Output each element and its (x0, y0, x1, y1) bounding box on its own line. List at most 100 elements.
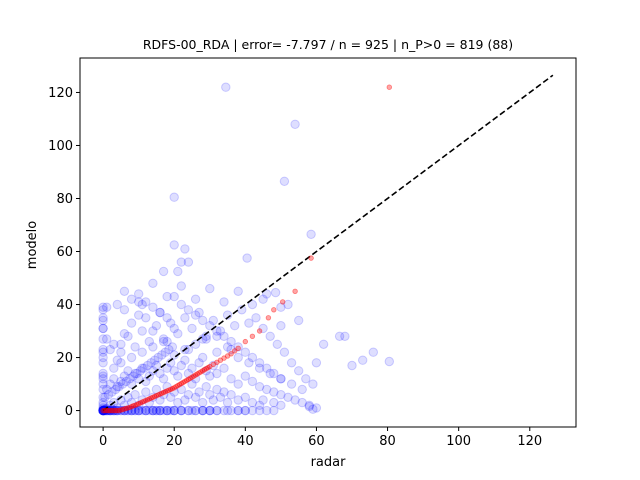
observation-point (308, 379, 318, 389)
observation-point (148, 405, 158, 416)
observation-point (169, 192, 179, 202)
observation-point (290, 119, 300, 130)
observation-point (221, 82, 231, 92)
observation-point (162, 363, 172, 373)
quantile-point (196, 370, 202, 376)
observation-point (187, 379, 197, 389)
observation-point (134, 310, 144, 320)
observation-point (98, 404, 108, 414)
observation-point (198, 405, 208, 416)
observation-point (98, 397, 108, 408)
quantile-point (148, 395, 154, 401)
observation-point (254, 382, 265, 392)
observation-point (240, 371, 251, 381)
observation-point (112, 355, 123, 365)
observation-point (162, 313, 172, 323)
observation-point (151, 360, 162, 371)
observation-point (98, 344, 108, 355)
quantile-point (132, 402, 138, 408)
observation-point (109, 363, 119, 373)
identity-line (102, 74, 554, 412)
observation-point (137, 363, 147, 373)
observation-point (105, 405, 115, 416)
observation-point (226, 336, 236, 347)
observation-point (155, 405, 165, 416)
observation-point (102, 302, 112, 312)
observation-point (212, 331, 222, 341)
observation-point (134, 400, 144, 410)
quantile-point (221, 355, 227, 361)
observation-point (109, 405, 119, 416)
observation-point (126, 405, 137, 416)
quantile-point (167, 386, 174, 393)
observation-point (123, 331, 133, 341)
y-tick-label: 0 (65, 404, 73, 419)
observation-point (118, 379, 128, 389)
observation-point (283, 392, 293, 402)
quantile-point (151, 393, 158, 400)
observation-point (126, 405, 137, 416)
observation-point (116, 358, 126, 368)
observation-point (233, 352, 243, 363)
observation-point (137, 405, 147, 416)
observation-point (139, 363, 149, 373)
observation-point (167, 342, 178, 352)
observation-point (219, 331, 229, 341)
observation-point (98, 313, 108, 323)
observation-point (254, 400, 265, 410)
observation-point (107, 387, 117, 397)
observation-point (270, 287, 281, 298)
observation-point (98, 400, 108, 410)
quantile-point (112, 407, 119, 414)
observation-point (134, 405, 144, 416)
observation-point (180, 313, 190, 323)
observation-point (144, 397, 155, 408)
observation-point (183, 368, 194, 379)
observation-point (130, 342, 140, 352)
observation-point (130, 405, 140, 416)
observation-point (166, 405, 176, 416)
observation-point (286, 379, 297, 389)
observation-point (98, 323, 108, 334)
observation-point (272, 339, 282, 349)
observation-point (269, 397, 279, 408)
observation-point (126, 405, 137, 416)
observation-point (226, 405, 236, 416)
quantile-point (271, 307, 277, 313)
x-axis-ticks: 0 20 40 60 80 100 120 (99, 427, 542, 449)
observation-point (102, 384, 112, 395)
observation-point (233, 379, 243, 389)
quantile-point (100, 407, 106, 414)
quantile-point (111, 407, 117, 414)
observation-point (311, 358, 322, 368)
observation-point (368, 347, 378, 357)
observation-point (134, 405, 144, 416)
observation-point (98, 323, 108, 334)
observation-point (276, 390, 286, 400)
observation-point (121, 376, 131, 387)
quantile-point (127, 404, 133, 411)
observation-point (173, 266, 183, 277)
observation-point (247, 397, 258, 408)
observation-point (233, 405, 243, 416)
quantile-point (105, 407, 112, 414)
observation-point (258, 294, 268, 304)
observation-point (169, 405, 179, 416)
quantile-point (103, 407, 110, 414)
observation-point (169, 291, 179, 302)
observation-point (109, 374, 119, 384)
observation-point (158, 374, 169, 384)
observation-point (265, 331, 275, 341)
observation-point (187, 363, 197, 373)
quantile-point (386, 84, 392, 90)
observation-point (126, 318, 137, 328)
observation-point (148, 278, 158, 288)
observation-point (137, 395, 147, 405)
observation-point (276, 374, 286, 384)
observation-point (134, 289, 144, 299)
observation-point (137, 326, 147, 336)
observation-point (116, 347, 126, 357)
quantile-point (121, 406, 128, 412)
observation-point (112, 405, 123, 416)
observation-point (222, 342, 233, 352)
